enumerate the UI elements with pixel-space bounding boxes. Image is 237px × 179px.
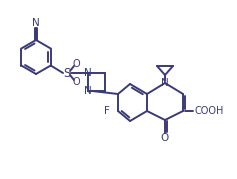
Text: O: O — [161, 133, 169, 143]
Text: N: N — [84, 86, 92, 96]
Text: F: F — [104, 106, 110, 116]
Text: O: O — [72, 77, 80, 87]
Text: S: S — [63, 67, 71, 79]
Text: N: N — [32, 18, 40, 28]
Text: N: N — [84, 68, 92, 78]
Text: N: N — [161, 78, 169, 88]
Text: O: O — [72, 59, 80, 69]
Text: COOH: COOH — [194, 106, 224, 116]
